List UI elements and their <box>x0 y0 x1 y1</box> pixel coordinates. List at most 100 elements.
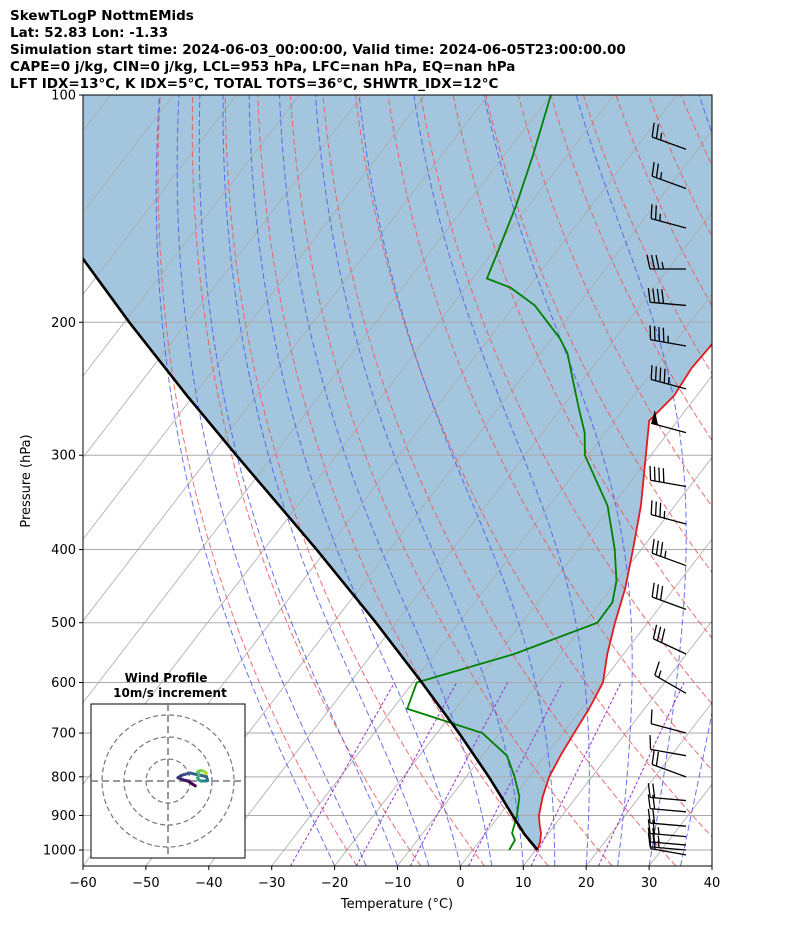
wind-barb-full <box>653 466 656 482</box>
wind-barb <box>652 624 687 655</box>
moist-adiabat-line <box>358 95 556 866</box>
wind-barb-full <box>652 288 656 303</box>
dry-adiabat-line <box>354 95 712 838</box>
dry-adiabat-line <box>420 95 712 705</box>
wind-barb-half <box>658 670 662 678</box>
indices-line: LFT IDX=13°C, K IDX=5°C, TOTAL TOTS=36°C… <box>10 76 499 92</box>
x-tick-label: −60 <box>69 876 96 891</box>
isotherm-line <box>83 95 300 377</box>
wind-barb-full <box>659 367 662 382</box>
wind-barb-full <box>650 500 653 515</box>
isotherm-line <box>585 701 712 866</box>
y-tick-label: 800 <box>51 770 76 785</box>
wind-barb-full <box>654 661 660 676</box>
y-tick-label: 200 <box>51 316 76 331</box>
wind-barb-full <box>659 542 664 557</box>
wind-barb-full <box>652 809 656 824</box>
y-tick-label: 500 <box>51 616 76 631</box>
wind-barb-full <box>655 584 660 599</box>
isotherm-line <box>83 95 237 295</box>
wind-barb-full <box>650 365 653 380</box>
wind-barb-full <box>663 368 666 384</box>
wind-barb-full <box>654 205 657 220</box>
wind-barb-full <box>651 161 655 177</box>
dry-adiabat-line <box>191 95 422 866</box>
x-tick-label: −10 <box>384 876 411 891</box>
wind-barb-full <box>659 502 662 518</box>
wind-barb-full <box>650 709 653 724</box>
y-tick-label: 300 <box>51 449 76 464</box>
wind-barb-shaft <box>650 846 687 851</box>
wind-barb-full <box>652 624 658 639</box>
wind-barb-half <box>657 827 660 835</box>
wind-barb-shaft <box>650 847 687 856</box>
moist-adiabat-line <box>680 95 712 866</box>
isotherm-line <box>83 95 363 459</box>
moist-adiabat-line <box>314 95 524 866</box>
wind-barb-full <box>647 808 651 824</box>
wind-barb-full <box>658 467 661 482</box>
dry-adiabat-line <box>289 95 613 866</box>
chart-title: SkewTLogP NottmEMids <box>10 8 194 24</box>
wind-barb-full <box>660 628 666 643</box>
wind-barb <box>647 288 687 307</box>
wind-barb <box>647 827 687 846</box>
wind-barb <box>646 254 686 270</box>
wind-barb-shaft <box>651 596 687 610</box>
dry-adiabat-line <box>746 95 794 866</box>
isotherm-line <box>522 620 712 866</box>
wind-barb-shaft <box>650 841 687 846</box>
wind-barb-full <box>647 827 651 842</box>
y-tick-label: 1000 <box>43 844 76 859</box>
wind-barb-full <box>650 254 656 270</box>
wind-barb <box>650 500 687 525</box>
wind-barb-full <box>649 735 652 750</box>
wind-barb-full <box>656 288 660 304</box>
dry-adiabat-line <box>387 95 712 771</box>
wind-barb-full <box>655 124 660 139</box>
wind-barb-shaft <box>650 822 687 827</box>
wind-barb-shaft <box>650 796 687 802</box>
wind-barb <box>647 819 687 838</box>
wind-barb <box>651 538 687 567</box>
wind-barb-full <box>651 538 655 554</box>
dry-adiabat-line <box>157 95 358 866</box>
wind-barb-full <box>651 582 655 598</box>
y-tick-label: 400 <box>51 543 76 558</box>
time-line: Simulation start time: 2024-06-03_00:00:… <box>10 42 626 58</box>
wind-barb-full <box>652 783 656 798</box>
temperature-line <box>536 342 712 851</box>
wind-barb-full <box>656 626 662 641</box>
params-line: CAPE=0 j/kg, CIN=0 j/kg, LCL=953 hPa, LF… <box>10 59 516 75</box>
y-tick-label: 600 <box>51 676 76 691</box>
x-tick-label: 10 <box>515 876 532 891</box>
wind-barb <box>654 661 687 694</box>
wind-barb-full <box>649 465 652 481</box>
wind-barb-full <box>651 122 655 138</box>
wind-barb <box>649 325 687 347</box>
wind-barb-shaft <box>650 808 687 813</box>
wind-barb-shaft <box>650 301 687 307</box>
dry-adiabat-line <box>582 95 712 375</box>
dry-adiabat-line <box>257 95 549 866</box>
wind-barb-full <box>662 468 665 483</box>
x-tick-label: 0 <box>456 876 464 891</box>
wind-barb-shaft <box>651 723 687 734</box>
dry-adiabat-line <box>517 95 712 508</box>
wind-barb-full <box>650 204 653 219</box>
wind-barb-shaft <box>651 552 687 567</box>
wind-barb <box>651 582 687 610</box>
wind-barb-shaft <box>651 175 687 190</box>
x-tick-label: 40 <box>704 876 721 891</box>
wind-barb <box>647 808 687 827</box>
wind-barb-half <box>657 835 660 843</box>
moist-adiabat-line <box>155 95 336 866</box>
dry-adiabat-line <box>224 95 485 866</box>
wind-barb-half <box>661 261 665 270</box>
dry-adiabat-line <box>648 95 712 238</box>
mixing-ratio-line <box>290 682 396 866</box>
mixing-ratio-line <box>409 682 509 866</box>
dry-adiabat-line <box>714 95 794 866</box>
x-tick-label: −50 <box>132 876 159 891</box>
